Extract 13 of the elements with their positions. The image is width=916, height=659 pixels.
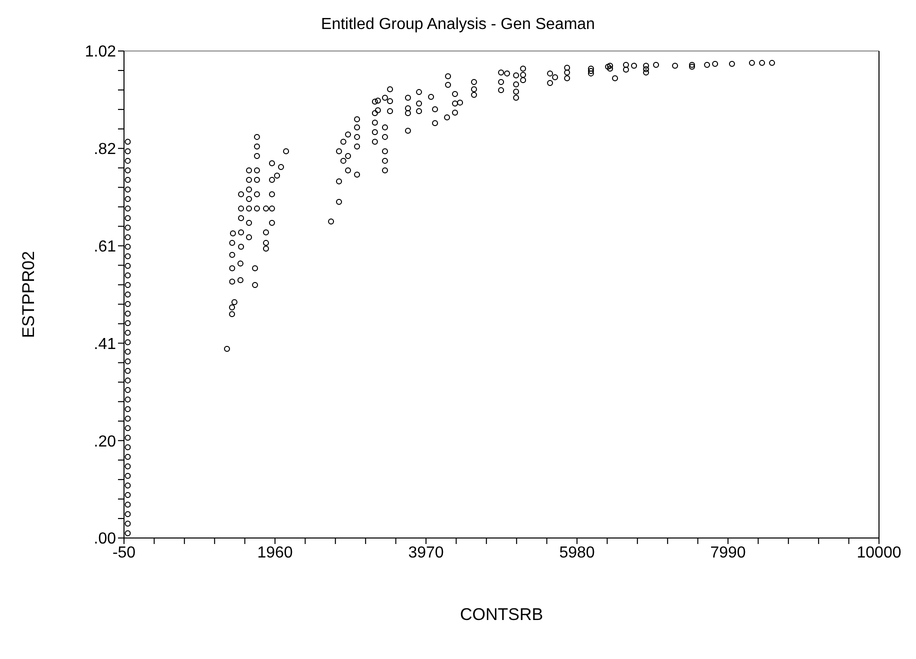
x-tick-label: 7990 — [710, 544, 746, 562]
y-tick-label: .61 — [94, 238, 116, 256]
x-tick-label: 10000 — [856, 544, 902, 562]
x-axis-title: CONTSRB — [460, 605, 544, 624]
x-tick-label: 5980 — [559, 544, 595, 562]
y-axis-title: ESTPPR02 — [19, 251, 38, 338]
y-tick-label: .41 — [94, 336, 116, 353]
x-tick-label: 1960 — [257, 544, 293, 562]
y-tick-label: .82 — [94, 141, 116, 158]
chart-title: Entitled Group Analysis - Gen Seaman — [320, 16, 596, 34]
y-tick-label: .20 — [94, 433, 116, 450]
x-tick-label: 3970 — [408, 544, 444, 562]
y-tick-label: 1.02 — [84, 44, 116, 61]
